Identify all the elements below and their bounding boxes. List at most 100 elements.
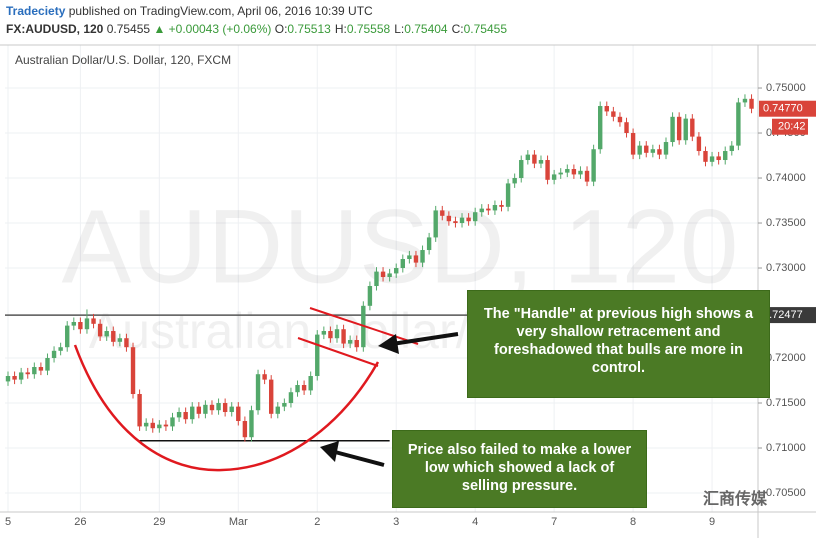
candle-body (51, 350, 57, 359)
cup-curve (73, 344, 380, 472)
candle-body (275, 406, 280, 414)
y-tick-label: 0.71000 (766, 442, 806, 454)
candle-body (400, 259, 405, 269)
ohlc-value: 0.75558 (346, 22, 391, 36)
handle-line (309, 307, 419, 345)
ohlc-label: O: (274, 22, 288, 36)
candle-body (367, 286, 373, 306)
countdown-bg (772, 118, 808, 135)
header-line: Tradeciety published on TradingView.com,… (6, 4, 373, 18)
candle-body (176, 412, 182, 418)
candle-body (12, 376, 17, 380)
candle-body (32, 367, 37, 375)
candle-body (84, 318, 90, 330)
candle-body (190, 406, 195, 420)
handle-line (297, 337, 379, 367)
annotation-box: The "Handle" at previous high shows a ve… (467, 290, 770, 398)
y-tick-label: 0.71500 (766, 397, 806, 409)
last: 0.75455 (106, 22, 151, 36)
countdown: 20:42 (778, 121, 806, 133)
published: published on TradingView.com, April 06, … (68, 4, 373, 18)
candle-body (374, 271, 379, 287)
candle-body (196, 406, 202, 414)
candle-body (334, 329, 340, 339)
arrow-head (378, 334, 399, 354)
symbol: FX:AUDUSD, 120 (6, 22, 104, 36)
x-tick-label: 4 (472, 516, 478, 528)
last-price-bg (759, 100, 816, 117)
candle-body (512, 178, 517, 184)
candle-body (433, 210, 438, 238)
candle-body (565, 169, 570, 173)
candle-body (617, 116, 623, 123)
candle-body (163, 424, 169, 427)
annotation-box: Price also failed to make a lower low wh… (392, 430, 647, 508)
price-label: 0.72477 (763, 309, 803, 321)
candle-body (45, 358, 50, 371)
candle-body (703, 151, 708, 162)
x-tick-label: 5 (5, 516, 11, 528)
arrow (334, 450, 385, 467)
candle-body (255, 374, 261, 411)
candle-body (525, 154, 531, 161)
candle-body (440, 210, 445, 216)
candle-body (216, 403, 221, 411)
candle-body (150, 422, 155, 429)
candle-body (301, 385, 307, 391)
candle-body (644, 145, 649, 153)
candle-body (295, 385, 300, 393)
candle-body (65, 325, 70, 348)
candle-body (407, 255, 412, 260)
candle-body (222, 403, 228, 413)
candle-body (288, 392, 294, 404)
candle-body (78, 322, 83, 330)
x-tick-label: 26 (74, 516, 86, 528)
candle-body (650, 149, 656, 153)
ohlc-label: C: (451, 22, 464, 36)
candle-body (637, 145, 642, 155)
candle-body (18, 372, 24, 380)
ohlc-value: 0.75513 (287, 22, 331, 36)
ohlc-values: O:0.75513 H:0.75558 L:0.75404 C:0.75455 (275, 22, 511, 36)
candle-body (341, 329, 346, 344)
y-tick-label: 0.70500 (766, 487, 806, 499)
candle-body (690, 118, 695, 137)
candle-body (709, 156, 715, 162)
candle-body (676, 116, 682, 141)
candle-body (394, 268, 399, 274)
candle-body (229, 406, 234, 413)
candle-body (578, 170, 583, 175)
candle-body (453, 221, 458, 224)
candle-body (387, 273, 392, 278)
candle-body (209, 404, 215, 411)
candle-body (459, 217, 465, 224)
candle-body (157, 424, 162, 429)
candle-body (696, 136, 702, 152)
candle-body (380, 271, 386, 278)
candle-body (58, 347, 63, 351)
x-tick-label: 8 (630, 516, 636, 528)
ohlc-value: 0.75404 (404, 22, 448, 36)
logo-text: 汇商传媒 (703, 489, 768, 508)
candle-body (716, 156, 721, 161)
author: Tradeciety (6, 4, 66, 18)
candle-body (519, 160, 524, 179)
candle-body (347, 340, 353, 344)
candle-body (538, 160, 544, 164)
candle-body (729, 145, 734, 152)
x-tick-label: 29 (153, 516, 165, 528)
candle-body (269, 379, 274, 414)
candle-body (426, 237, 432, 251)
candle-body (25, 372, 30, 375)
candle-body (117, 338, 123, 342)
symbol-line: FX:AUDUSD, 120 0.75455 ▲ +0.00043 (+0.06… (6, 22, 511, 36)
candle-body (670, 116, 675, 143)
candle-body (611, 111, 616, 117)
candle-body (630, 133, 636, 155)
candle-body (551, 174, 557, 180)
candle-body (723, 151, 728, 161)
x-tick-label: 9 (709, 516, 715, 528)
candle-body (466, 217, 471, 222)
y-tick-label: 0.73500 (766, 217, 806, 229)
